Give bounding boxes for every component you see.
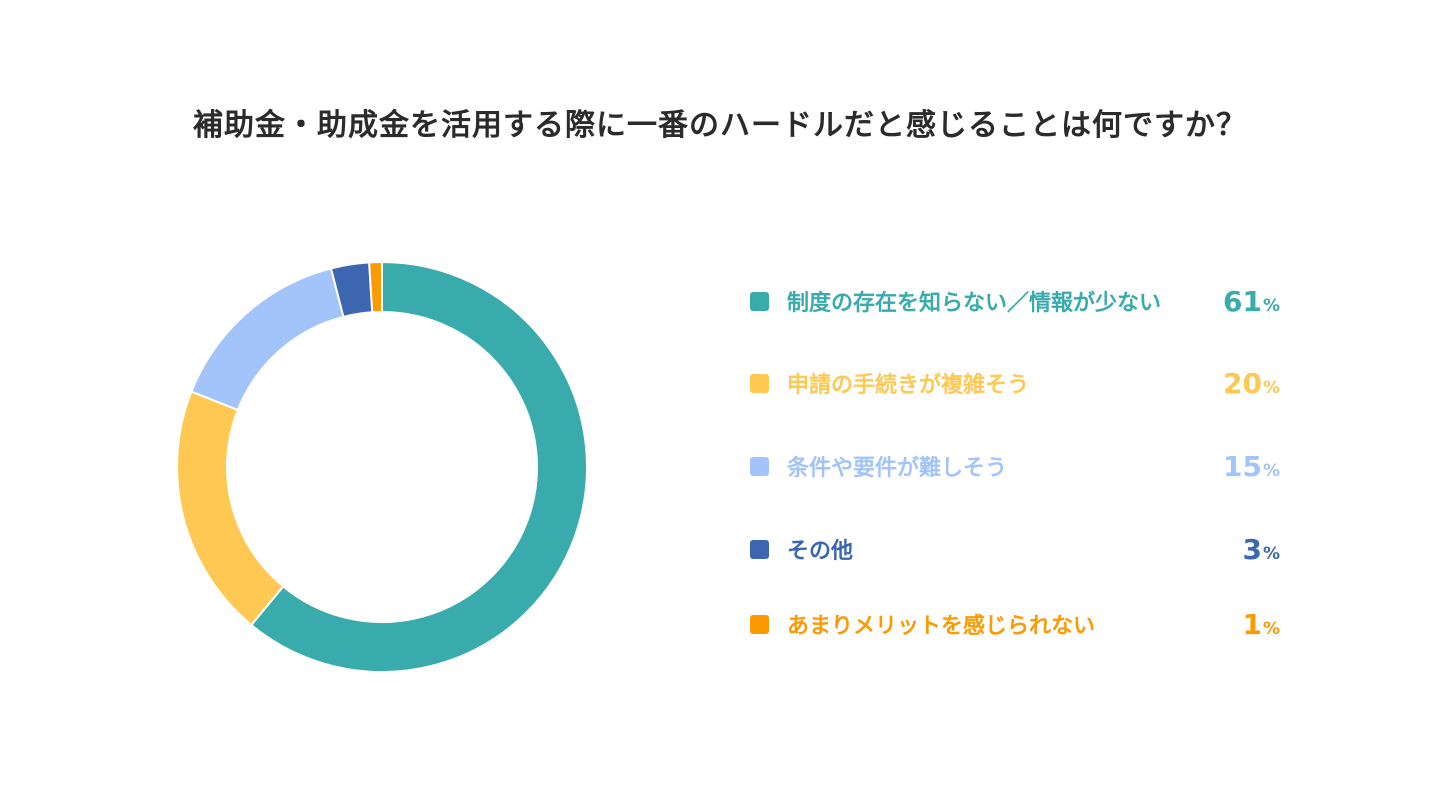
legend-value-number: 15 <box>1222 449 1262 483</box>
legend-value-number: 1 <box>1242 607 1262 641</box>
legend-label: 申請の手続きが複雑そう <box>787 373 1030 398</box>
legend-item-1: 制度の存在を知らない／情報が少ない 61% <box>750 276 1280 326</box>
legend-swatch <box>750 539 769 559</box>
legend-value-unit: % <box>1262 295 1280 316</box>
donut-slice-3 <box>190 267 345 412</box>
legend-swatch <box>750 373 769 393</box>
donut-slice-1 <box>249 260 588 673</box>
legend-label: 制度の存在を知らない／情報が少ない <box>787 291 1162 316</box>
legend-label: 条件や要件が難しそう <box>787 456 1008 481</box>
legend-value-unit: % <box>1262 377 1280 398</box>
donut-slice-2 <box>176 390 285 627</box>
legend-label: あまりメリットを感じられない <box>787 614 1096 639</box>
legend-value: 15% <box>1223 450 1280 483</box>
donut-slice-5 <box>368 260 383 314</box>
legend-item-5: あまりメリットを感じられない 1% <box>750 599 1280 649</box>
legend-value: 20% <box>1223 367 1280 400</box>
legend-swatch <box>750 291 769 311</box>
legend-item-2: 申請の手続きが複雑そう 20% <box>750 358 1280 408</box>
legend-value-number: 61 <box>1222 284 1262 318</box>
legend-swatch <box>750 614 769 634</box>
legend-swatch <box>750 456 769 476</box>
legend-value: 1% <box>1242 608 1280 641</box>
legend-value: 3% <box>1242 533 1280 566</box>
legend-value-unit: % <box>1262 618 1280 639</box>
legend-value-number: 3 <box>1242 532 1262 566</box>
legend-value: 61% <box>1223 285 1280 318</box>
legend-item-4: その他 3% <box>750 524 1280 574</box>
legend: 制度の存在を知らない／情報が少ない 61% 申請の手続きが複雑そう 20% 条件や要件が… <box>750 262 1280 662</box>
legend-item-3: 条件や要件が難しそう 15% <box>750 441 1280 491</box>
donut-slices <box>176 260 588 673</box>
legend-label: その他 <box>787 539 854 564</box>
legend-value-unit: % <box>1262 460 1280 481</box>
chart-title: 補助金・助成金を活用する際に一番のハードルだと感じることは何ですか？ <box>193 108 1247 143</box>
legend-value-number: 20 <box>1222 366 1262 400</box>
legend-value-unit: % <box>1262 543 1280 564</box>
donut-chart <box>176 260 588 673</box>
